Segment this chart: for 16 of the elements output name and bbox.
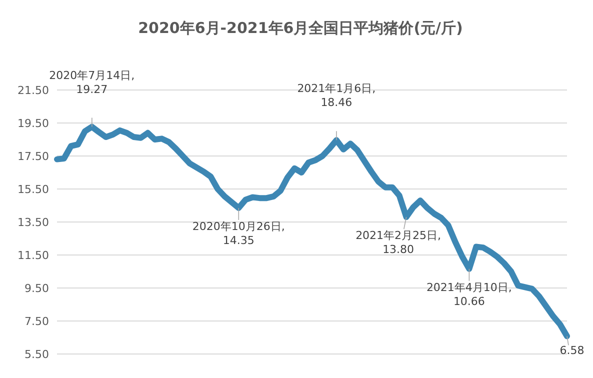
y-tick-label: 19.50	[18, 116, 49, 130]
y-tick-label: 7.50	[24, 314, 49, 328]
annotation: 2021年2月25日, 13.80	[356, 229, 442, 256]
annotation: 6.58	[560, 344, 584, 358]
chart-title: 2020年6月-2021年6月全国日平均猪价(元/斤)	[137, 18, 464, 39]
y-tick-label: 21.50	[18, 84, 49, 97]
annotation: 2021年4月10日, 10.66	[426, 280, 512, 308]
y-tick-label: 13.50	[18, 216, 49, 229]
annotation: 2020年10月26日, 14.35	[192, 220, 285, 247]
y-tick-label: 15.50	[18, 182, 49, 196]
annotation: 2021年1月6日, 18.46	[297, 82, 376, 110]
y-tick-label: 11.50	[18, 248, 49, 262]
y-tick-label: 5.50	[24, 348, 49, 361]
annotation: 2020年7月14日, 19.27	[49, 68, 135, 96]
y-tick-label: 9.50	[24, 282, 49, 295]
y-tick-label: 17.50	[18, 150, 49, 163]
